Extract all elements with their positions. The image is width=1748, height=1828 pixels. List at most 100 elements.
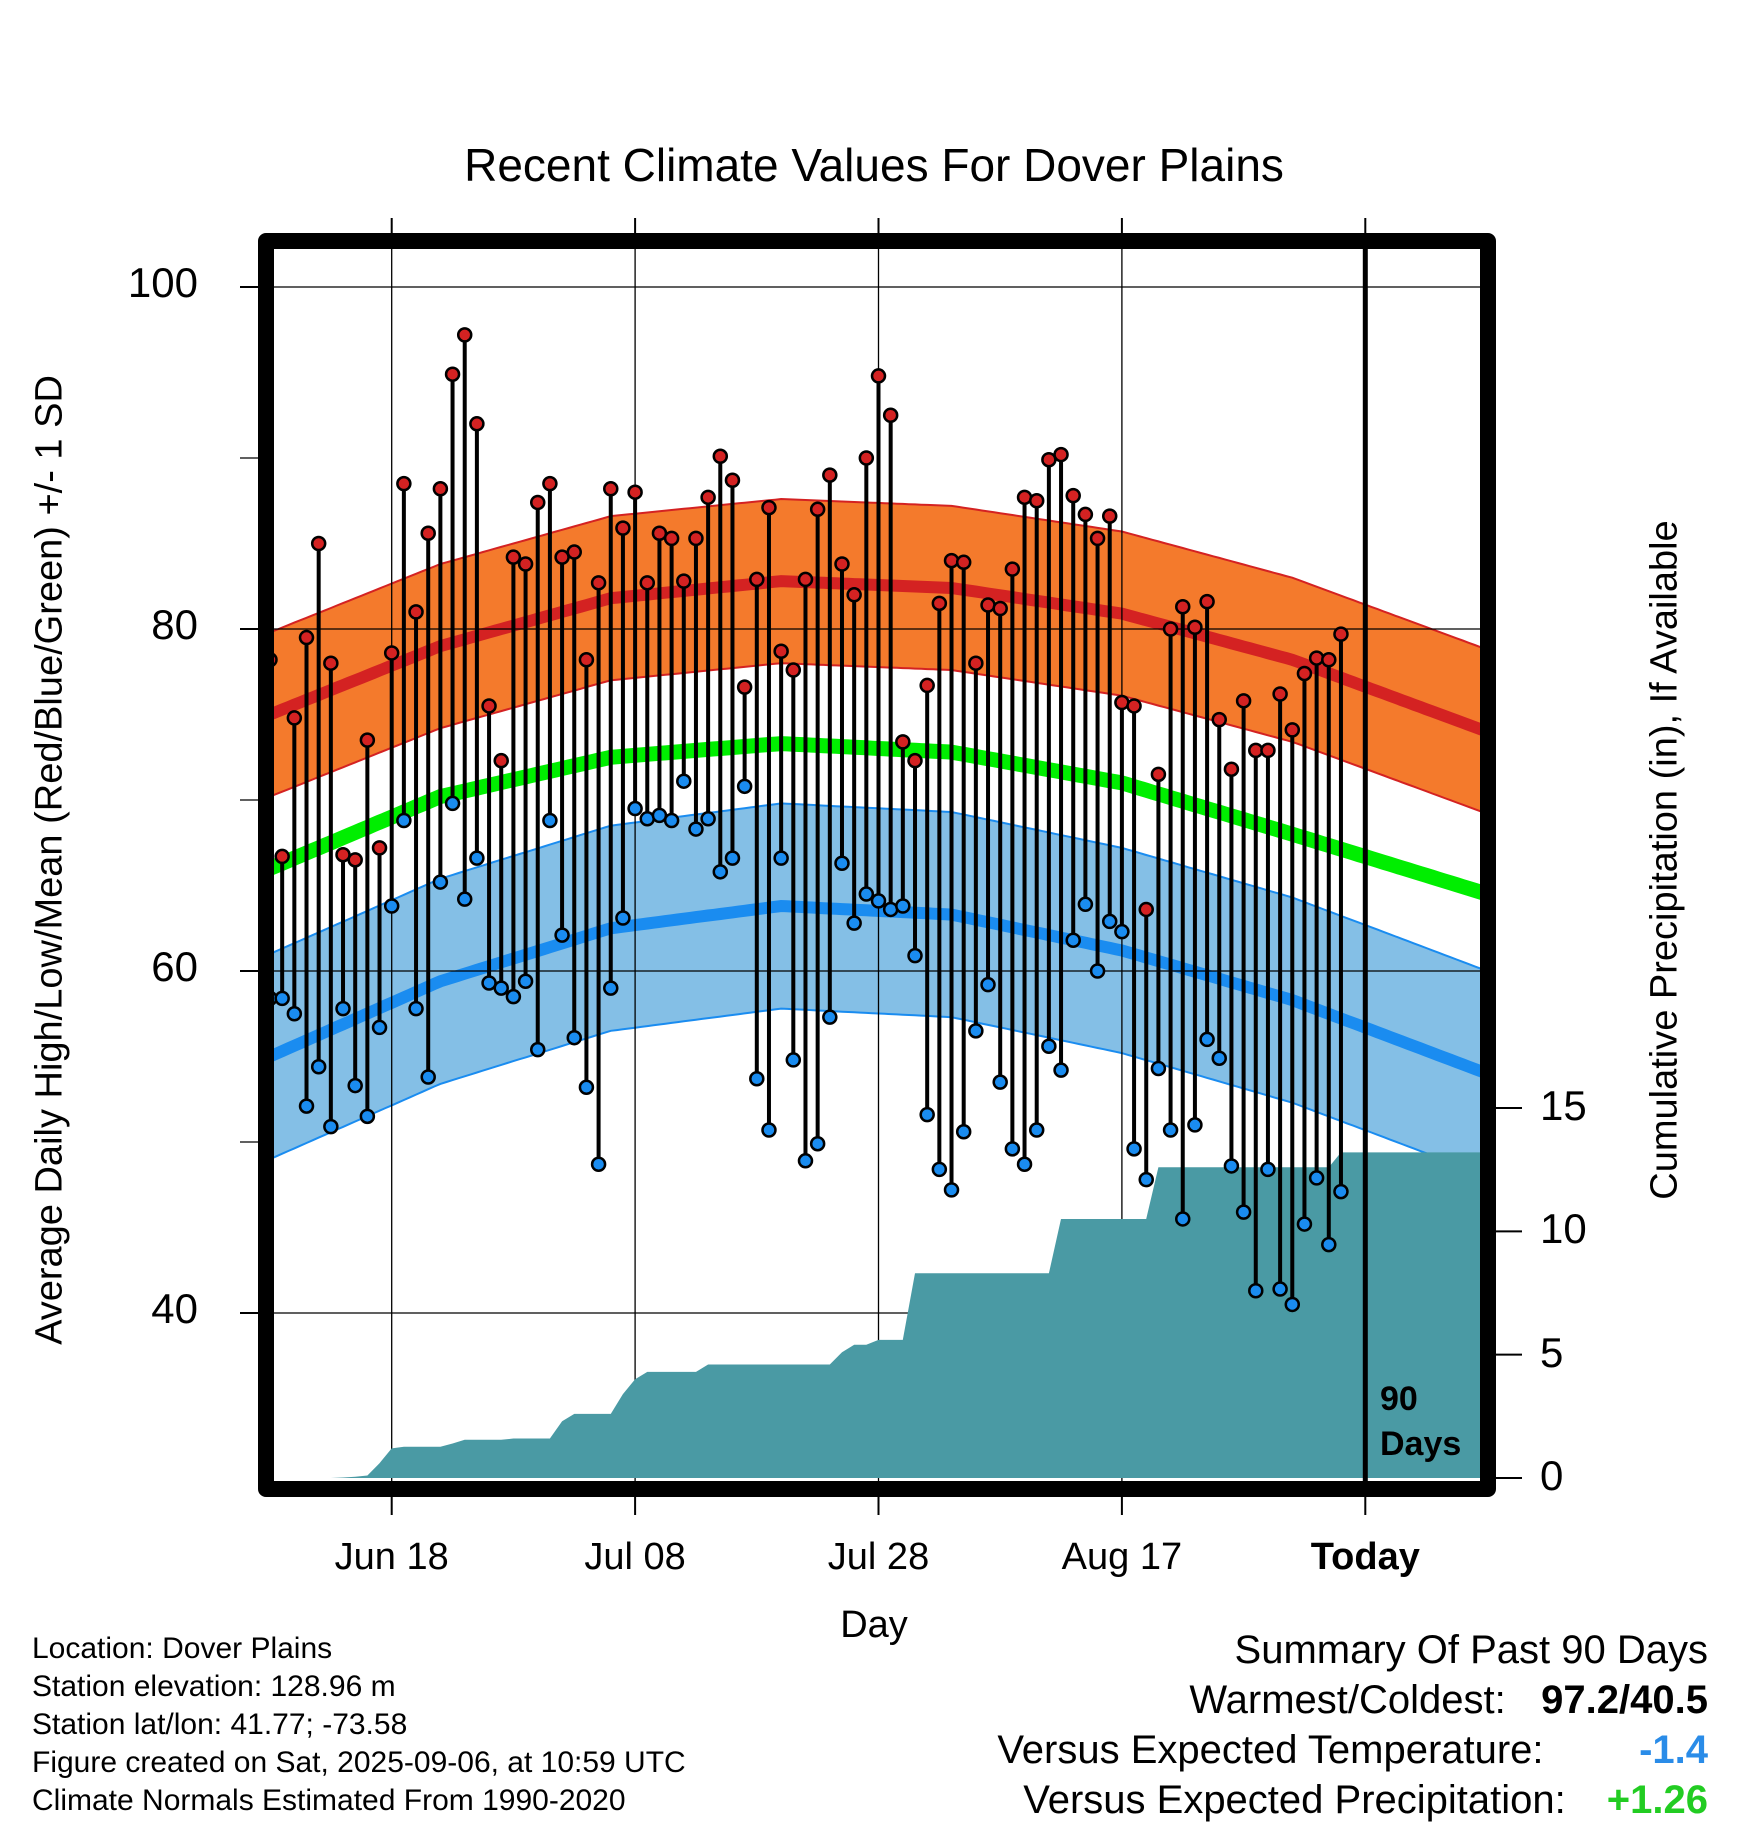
high-point	[834, 556, 850, 572]
low-point	[505, 988, 522, 1005]
low-point	[676, 773, 692, 789]
high-point	[1101, 508, 1118, 524]
high-point	[822, 467, 838, 483]
y2-tick-label: 10	[1540, 1205, 1587, 1253]
high-point	[1138, 901, 1154, 918]
low-point	[554, 927, 570, 943]
period-label-days: Days	[1380, 1425, 1462, 1463]
high-point	[1199, 593, 1215, 610]
low-point	[700, 811, 716, 827]
high-point	[298, 629, 315, 646]
low-point	[1041, 1038, 1057, 1054]
low-point	[919, 1106, 935, 1123]
low-point	[603, 980, 619, 996]
low-point	[1016, 1156, 1033, 1172]
low-point	[1162, 1122, 1179, 1138]
low-point	[1248, 1283, 1264, 1299]
low-point	[1272, 1281, 1288, 1297]
high-point	[359, 732, 376, 748]
low-point	[1089, 963, 1106, 979]
high-point	[590, 575, 607, 591]
low-point	[578, 1079, 595, 1096]
high-point	[1284, 722, 1301, 738]
high-point	[955, 554, 972, 571]
low-point	[493, 980, 509, 996]
high-point	[858, 450, 875, 466]
summary-temp-value: -1.4	[1639, 1728, 1708, 1772]
high-point	[882, 407, 899, 423]
x-tick-label: Today	[1310, 1536, 1420, 1578]
high-point	[724, 472, 741, 488]
low-point	[1028, 1122, 1045, 1138]
high-point	[1004, 561, 1021, 577]
low-point	[1296, 1216, 1313, 1232]
low-point	[724, 850, 741, 866]
footer-location: Location: Dover Plains	[32, 1632, 333, 1665]
low-point	[809, 1135, 826, 1152]
low-point	[347, 1077, 363, 1094]
low-point	[931, 1161, 948, 1178]
low-point	[688, 821, 704, 837]
y-tick-label: 40	[151, 1285, 198, 1332]
high-point	[493, 752, 509, 769]
high-point	[456, 327, 473, 343]
low-point	[1077, 896, 1094, 913]
high-point	[907, 752, 923, 769]
high-point	[603, 481, 619, 497]
summary-precip-row: Versus Expected Precipitation: +1.26	[1023, 1778, 1708, 1823]
high-point	[274, 848, 290, 865]
low-point	[943, 1182, 960, 1198]
high-point	[1223, 761, 1240, 777]
low-point	[1333, 1183, 1349, 1200]
low-point	[736, 778, 753, 795]
low-point	[529, 1041, 546, 1058]
high-point	[469, 416, 485, 432]
high-point	[700, 489, 716, 506]
high-point	[749, 571, 765, 588]
high-point	[1321, 652, 1337, 668]
low-point	[712, 864, 729, 880]
low-point	[359, 1108, 376, 1125]
low-point	[1308, 1170, 1325, 1186]
high-point	[1308, 650, 1325, 666]
high-point	[712, 448, 729, 465]
low-point	[396, 812, 412, 829]
high-point	[408, 604, 424, 620]
low-point	[1126, 1141, 1142, 1157]
high-point	[578, 652, 595, 668]
summary-warm-cold-label: Warmest/Coldest:	[1189, 1678, 1506, 1722]
y2-axis-label: Cumulative Precipitation (in), If Availa…	[1643, 520, 1686, 1200]
high-point	[1333, 626, 1349, 642]
low-point	[286, 1006, 303, 1022]
low-point	[1223, 1158, 1240, 1174]
high-point	[919, 677, 935, 694]
precip-area	[270, 1152, 1484, 1478]
high-point	[1235, 693, 1252, 709]
low-point	[420, 1069, 436, 1085]
low-point	[335, 1000, 351, 1017]
high-point	[517, 556, 534, 572]
high-point	[1028, 493, 1045, 509]
low-point	[968, 1023, 984, 1039]
high-point	[1272, 686, 1288, 702]
high-point	[310, 535, 327, 552]
low-point	[1199, 1031, 1215, 1048]
high-point	[846, 587, 862, 603]
low-point	[456, 891, 473, 907]
low-point	[858, 886, 875, 902]
low-point	[773, 850, 789, 866]
low-point	[432, 874, 449, 890]
high-point	[1187, 619, 1203, 636]
high-point	[943, 552, 960, 569]
low-point	[371, 1019, 388, 1036]
x-axis-label: Day	[840, 1604, 908, 1646]
low-point	[797, 1153, 814, 1169]
high-point	[1089, 530, 1106, 547]
y-axis-label: Average Daily High/Low/Mean (Red/Blue/Gr…	[28, 375, 71, 1345]
low-point	[615, 910, 631, 926]
high-point	[371, 840, 388, 856]
high-point	[931, 595, 948, 612]
high-point	[286, 710, 303, 726]
chart-title: Recent Climate Values For Dover Plains	[464, 139, 1284, 191]
low-point	[1321, 1236, 1337, 1253]
